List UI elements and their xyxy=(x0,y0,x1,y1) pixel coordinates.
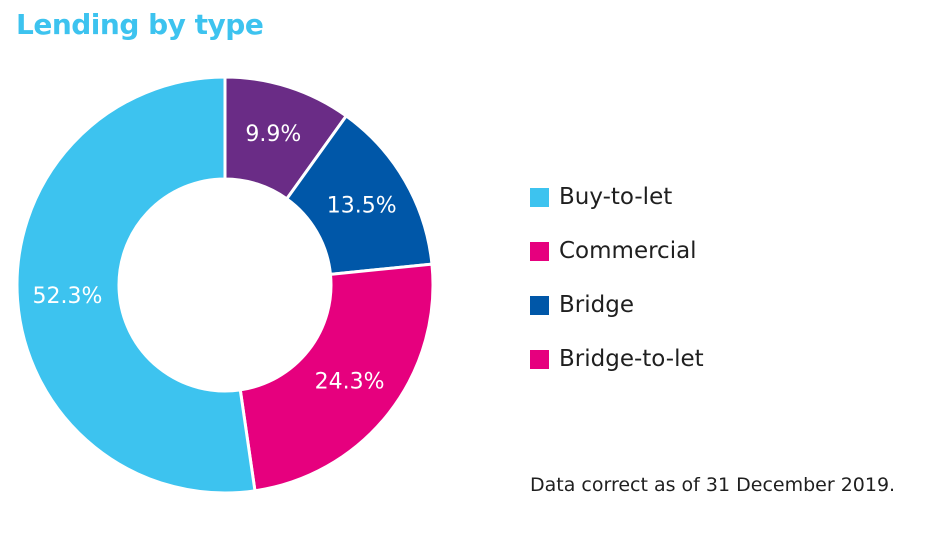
legend-item-commercial: Commercial xyxy=(530,224,704,278)
legend-label-bridge: Bridge xyxy=(559,292,634,318)
legend-swatch-bridge xyxy=(530,295,549,315)
donut-slice xyxy=(238,262,435,493)
legend-item-bridge: Bridge xyxy=(530,278,704,332)
slice-value-label: 9.9% xyxy=(245,122,301,147)
donut-slices xyxy=(15,75,435,495)
chart-title: Lending by type xyxy=(16,8,264,41)
legend-label-commercial: Commercial xyxy=(559,238,697,264)
legend-label-buy-to-let: Buy-to-let xyxy=(559,184,673,210)
donut-slice xyxy=(15,75,257,495)
legend-swatch-commercial xyxy=(530,241,549,261)
legend-label-bridge-to-let: Bridge-to-let xyxy=(559,346,704,372)
donut-chart: 9.9% 13.5% 24.3% 52.3% xyxy=(15,75,435,495)
data-date-footnote: Data correct as of 31 December 2019. xyxy=(530,474,896,496)
legend-item-buy-to-let: Buy-to-let xyxy=(530,170,704,224)
slice-value-label: 52.3% xyxy=(32,284,102,309)
chart-legend: Buy-to-let Commercial Bridge Bridge-to-l… xyxy=(530,170,704,386)
legend-swatch-buy-to-let xyxy=(530,187,549,207)
slice-value-label: 24.3% xyxy=(315,370,385,395)
legend-swatch-bridge-to-let xyxy=(530,349,549,369)
legend-item-bridge-to-let: Bridge-to-let xyxy=(530,332,704,386)
donut-labels: 9.9% 13.5% 24.3% 52.3% xyxy=(32,122,396,395)
slice-value-label: 13.5% xyxy=(327,193,397,218)
